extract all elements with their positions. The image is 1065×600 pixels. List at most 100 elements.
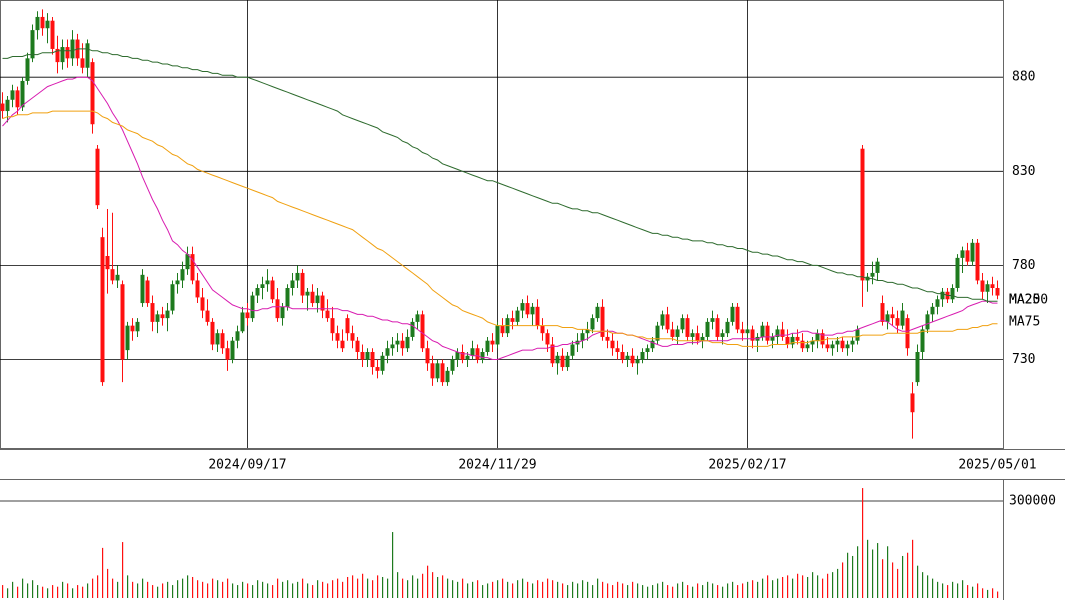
volume-bar xyxy=(787,575,789,598)
volume-bar xyxy=(937,581,939,598)
volume-bar xyxy=(942,583,944,598)
volume-bar xyxy=(432,572,434,598)
candle-body xyxy=(770,336,775,341)
x-tick-label: 2024/11/29 xyxy=(458,458,536,473)
candle-body xyxy=(345,318,350,334)
volume-bar xyxy=(357,578,359,598)
volume-bar xyxy=(372,580,374,598)
volume-bar xyxy=(977,583,979,598)
volume-bar xyxy=(142,578,144,598)
candle-body xyxy=(705,321,710,337)
volume-bar xyxy=(232,583,234,598)
candle-body xyxy=(150,303,155,322)
volume-bar xyxy=(557,581,559,598)
volume-bar xyxy=(862,488,864,598)
candle-body xyxy=(80,58,85,68)
candle-body xyxy=(765,325,770,341)
candle-body xyxy=(985,284,990,292)
volume-bar xyxy=(137,583,139,598)
volume-bar xyxy=(857,546,859,598)
volume-bar xyxy=(57,586,59,598)
candle-body xyxy=(925,314,930,330)
candle-body xyxy=(340,340,345,349)
candle-body xyxy=(130,325,135,332)
volume-bar xyxy=(342,581,344,598)
candle-body xyxy=(110,269,115,281)
candle-body xyxy=(710,318,715,322)
volume-bar xyxy=(527,581,529,598)
volume-bar xyxy=(652,585,654,598)
candle-body xyxy=(95,148,100,206)
candle-body xyxy=(430,363,435,379)
candle-body xyxy=(845,344,850,349)
volume-bar xyxy=(582,580,584,598)
volume-bar xyxy=(927,575,929,598)
volume-bar xyxy=(227,578,229,598)
y-tick-label: 300000 xyxy=(1009,494,1056,509)
candle-body xyxy=(60,47,65,63)
volume-bar xyxy=(967,585,969,598)
volume-bar xyxy=(102,547,104,598)
legend-label: MA200 xyxy=(1009,293,1048,308)
volume-bar xyxy=(697,583,699,598)
volume-bar xyxy=(807,576,809,598)
candle-body xyxy=(900,310,905,326)
candle-body xyxy=(300,272,305,296)
candle-body xyxy=(595,306,600,319)
candle-body xyxy=(165,310,170,319)
candle-body xyxy=(940,291,945,300)
volume-bar xyxy=(727,583,729,598)
volume-bar xyxy=(892,562,894,598)
volume-bar xyxy=(592,585,594,598)
candle-body xyxy=(35,16,40,31)
volume-bar xyxy=(452,580,454,598)
volume-bar xyxy=(407,580,409,598)
volume-bar xyxy=(957,583,959,598)
candle-body xyxy=(960,250,965,258)
candle-body xyxy=(970,242,975,262)
candle-body xyxy=(725,321,730,334)
volume-bar xyxy=(477,580,479,598)
volume-bar xyxy=(752,580,754,598)
candle-body xyxy=(555,355,560,364)
candle-body xyxy=(760,325,765,337)
volume-bar xyxy=(622,583,624,598)
candle-body xyxy=(20,80,25,108)
volume-bar xyxy=(667,585,669,598)
candle-body xyxy=(460,352,465,360)
volume-bar xyxy=(792,578,794,598)
volume-bar xyxy=(902,555,904,598)
volume-bar xyxy=(537,580,539,598)
volume-bar xyxy=(67,583,69,598)
volume-bar xyxy=(772,580,774,598)
volume-bar xyxy=(757,581,759,598)
candle-body xyxy=(410,321,415,337)
y-tick-label: 780 xyxy=(1012,258,1035,273)
candle-body xyxy=(590,318,595,330)
volume-bar xyxy=(777,578,779,598)
candle-body xyxy=(135,321,140,332)
candle-body xyxy=(0,103,5,112)
candle-body xyxy=(250,295,255,319)
candle-body xyxy=(235,331,240,341)
candle-body xyxy=(175,280,180,285)
volume-bar xyxy=(397,572,399,598)
volume-bar xyxy=(897,568,899,598)
volume-bar xyxy=(467,583,469,598)
volume-bar xyxy=(627,585,629,598)
candle-body xyxy=(540,325,545,334)
candle-body xyxy=(435,363,440,379)
volume-bar xyxy=(277,578,279,598)
volume-bar xyxy=(822,578,824,598)
candle-body xyxy=(25,58,30,81)
candle-body xyxy=(65,47,70,59)
candle-body xyxy=(290,280,295,288)
candle-body xyxy=(830,344,835,349)
candle-body xyxy=(330,318,335,334)
candle-body xyxy=(265,280,270,285)
candle-body xyxy=(215,333,220,345)
candle-body xyxy=(260,284,265,288)
volume-bar xyxy=(302,578,304,598)
candle-body xyxy=(360,352,365,360)
candle-body xyxy=(810,340,815,345)
